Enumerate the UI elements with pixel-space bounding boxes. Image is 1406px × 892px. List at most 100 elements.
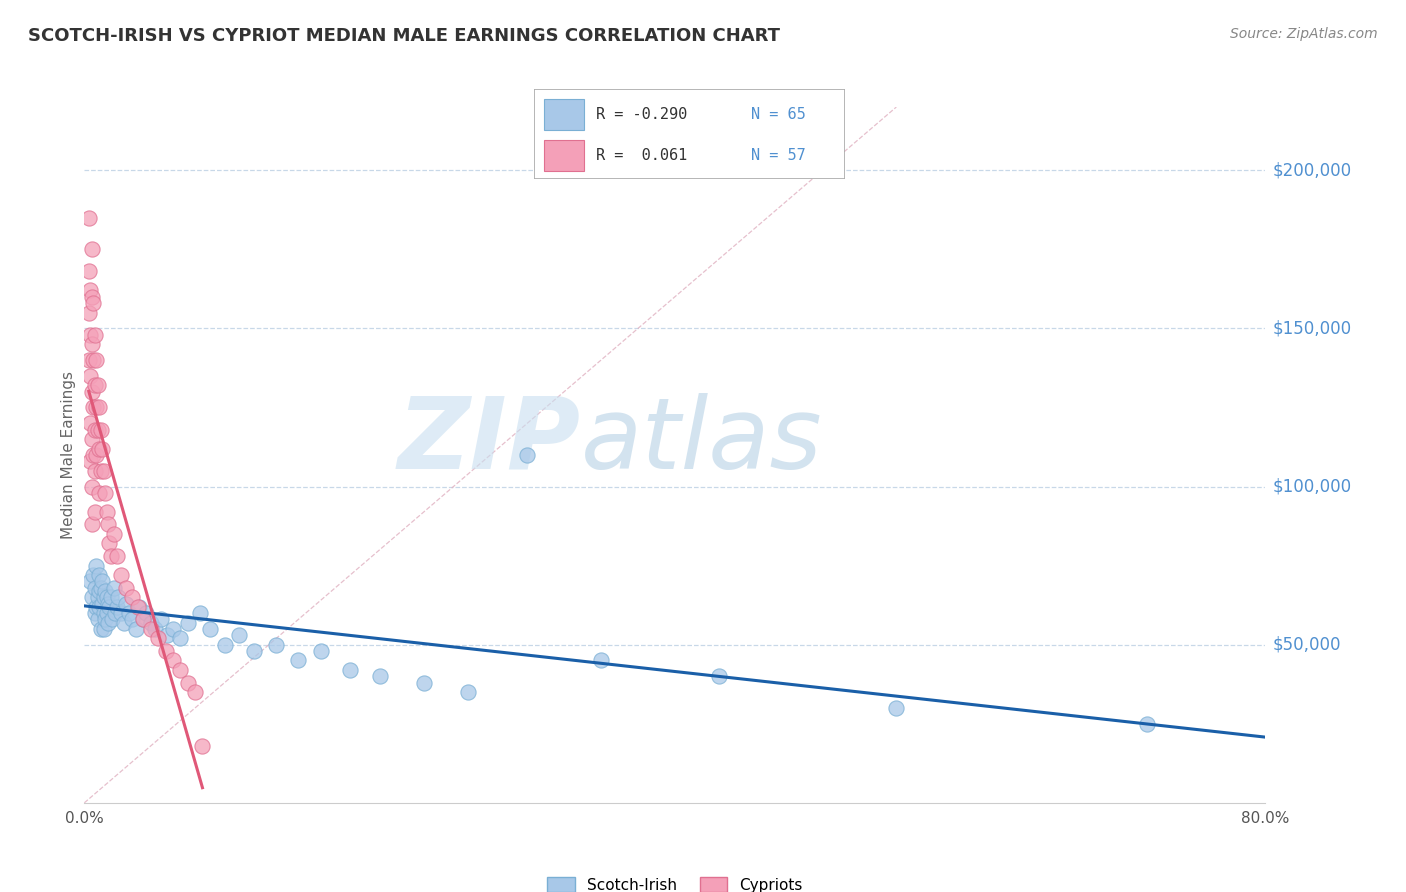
Point	[135, 606, 157, 620]
Point	[107, 591, 129, 605]
Point	[132, 612, 155, 626]
Point	[82, 401, 104, 415]
Text: $50,000: $50,000	[1272, 636, 1341, 654]
Point	[82, 568, 104, 582]
Text: $100,000: $100,000	[1272, 477, 1351, 496]
Point	[87, 599, 111, 614]
Point	[87, 486, 111, 500]
Point	[79, 327, 101, 342]
Point	[309, 644, 332, 658]
Point	[156, 628, 179, 642]
Point	[80, 479, 103, 493]
Point	[177, 615, 200, 630]
Point	[80, 384, 103, 399]
Point	[83, 606, 105, 620]
Point	[83, 327, 105, 342]
Point	[243, 644, 266, 658]
Point	[83, 464, 105, 478]
Point	[80, 591, 103, 605]
Point	[198, 622, 221, 636]
Text: $150,000: $150,000	[1272, 319, 1351, 337]
Point	[191, 739, 214, 753]
Point	[98, 599, 121, 614]
Point	[96, 606, 118, 620]
Point	[214, 638, 236, 652]
Point	[100, 591, 122, 605]
Point	[83, 423, 105, 437]
Point	[413, 675, 436, 690]
Point	[84, 558, 107, 573]
Point	[169, 632, 191, 646]
Point	[591, 653, 613, 667]
Point	[155, 644, 177, 658]
Point	[127, 599, 149, 614]
Point	[94, 583, 117, 598]
Point	[96, 591, 118, 605]
Point	[121, 591, 143, 605]
Point	[80, 337, 103, 351]
Point	[83, 581, 105, 595]
Point	[94, 486, 117, 500]
Point	[93, 464, 115, 478]
Point	[97, 517, 120, 532]
Point	[82, 353, 104, 368]
Legend: Scotch-Irish, Cypriots: Scotch-Irish, Cypriots	[547, 877, 803, 892]
Point	[91, 574, 114, 589]
Point	[90, 423, 112, 437]
Text: SCOTCH-IRISH VS CYPRIOT MEDIAN MALE EARNINGS CORRELATION CHART: SCOTCH-IRISH VS CYPRIOT MEDIAN MALE EARN…	[28, 27, 780, 45]
Point	[150, 612, 173, 626]
Point	[94, 612, 117, 626]
Text: R = -0.290: R = -0.290	[596, 107, 688, 121]
Point	[91, 442, 114, 456]
Point	[80, 290, 103, 304]
Point	[84, 448, 107, 462]
Point	[93, 591, 115, 605]
Point	[228, 628, 250, 642]
Point	[132, 612, 155, 626]
Text: ZIP: ZIP	[398, 392, 581, 490]
Point	[709, 669, 731, 683]
Point	[162, 622, 184, 636]
Point	[103, 527, 125, 541]
Point	[86, 612, 108, 626]
Point	[457, 685, 479, 699]
Point	[77, 211, 100, 225]
Point	[90, 581, 112, 595]
Point	[87, 568, 111, 582]
Point	[87, 442, 111, 456]
Point	[87, 401, 111, 415]
Point	[79, 368, 101, 383]
Text: N = 57: N = 57	[751, 148, 806, 162]
Text: R =  0.061: R = 0.061	[596, 148, 688, 162]
Point	[105, 599, 128, 614]
Point	[143, 622, 166, 636]
FancyBboxPatch shape	[544, 99, 583, 130]
Point	[97, 597, 120, 611]
Point	[86, 591, 108, 605]
Point	[80, 432, 103, 446]
Point	[112, 615, 135, 630]
Point	[105, 549, 128, 563]
Point	[1136, 716, 1159, 731]
Text: atlas: atlas	[581, 392, 823, 490]
Point	[188, 606, 211, 620]
Point	[114, 597, 136, 611]
Point	[110, 568, 132, 582]
Point	[84, 353, 107, 368]
Point	[77, 305, 100, 319]
Point	[287, 653, 309, 667]
Point	[86, 423, 108, 437]
Point	[84, 401, 107, 415]
Text: N = 65: N = 65	[751, 107, 806, 121]
Point	[169, 663, 191, 677]
Point	[118, 606, 141, 620]
Point	[93, 606, 115, 620]
Point	[103, 581, 125, 595]
Text: $200,000: $200,000	[1272, 161, 1351, 179]
Point	[90, 622, 112, 636]
Point	[82, 296, 104, 310]
Point	[77, 353, 100, 368]
Point	[104, 606, 127, 620]
Point	[339, 663, 361, 677]
Point	[80, 243, 103, 257]
